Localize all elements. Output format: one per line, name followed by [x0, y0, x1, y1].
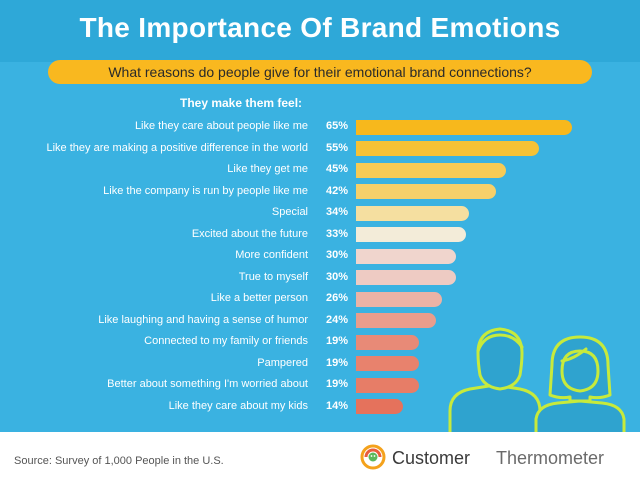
bar — [356, 184, 496, 199]
people-illustration — [448, 327, 626, 432]
brand-name-part1: Customer — [392, 448, 471, 468]
bar-label: Pampered — [257, 356, 308, 369]
bar-value-label: 14% — [326, 399, 349, 412]
bar — [356, 313, 436, 328]
bar-label: True to myself — [238, 270, 308, 283]
bar — [356, 162, 506, 178]
bar — [356, 270, 456, 285]
bar — [356, 377, 420, 393]
brand-logo: Customer Thermometer — [360, 444, 620, 472]
bar-value-label: 45% — [326, 163, 349, 175]
footer: Source: Survey of 1,000 People in the U.… — [0, 432, 640, 478]
bar-label: Like they get me — [227, 163, 308, 175]
bar-label: Like a better person — [210, 292, 308, 304]
bar-chart: Like they care about people like me 65% Li… — [46, 119, 572, 414]
bar-value-label: 19% — [326, 356, 349, 369]
bar-value-label: 34% — [326, 206, 349, 218]
bar-label: Special — [271, 206, 308, 218]
woman-figure — [534, 335, 626, 432]
bar — [356, 334, 420, 350]
bar — [356, 248, 456, 264]
bar-value-label: 30% — [326, 270, 349, 283]
thermometer-smile-icon — [360, 444, 386, 470]
bar — [356, 291, 443, 307]
bar-label: Like they care about my kids — [168, 399, 308, 412]
bar-label: Excited about the future — [191, 227, 308, 240]
bar-label: Connected to my family or friends — [144, 335, 308, 347]
bar-value-label: 26% — [326, 292, 349, 304]
man-figure — [448, 327, 542, 432]
bar — [356, 141, 539, 156]
bar-value-label: 19% — [326, 378, 349, 390]
brand-name-part2: Thermometer — [496, 448, 605, 468]
section-label: They make them feel: — [180, 96, 303, 110]
bar-label: Better about something I'm worried about — [107, 378, 308, 390]
bar — [356, 356, 420, 371]
bar — [356, 119, 572, 135]
bar — [356, 399, 403, 414]
bar-label: Like the company is run by people like m… — [103, 184, 308, 197]
page-title: The Importance Of Brand Emotions — [79, 12, 561, 43]
bar — [356, 227, 466, 242]
source-note: Source: Survey of 1,000 People in the U.… — [14, 455, 224, 467]
bar-value-label: 42% — [326, 184, 349, 197]
bar-value-label: 19% — [326, 335, 349, 347]
subtitle: What reasons do people give for their em… — [108, 64, 532, 80]
title-band: The Importance Of Brand Emotions — [0, 0, 640, 62]
bar-label: More confident — [235, 249, 308, 261]
bar-label: Like they care about people like me — [134, 120, 308, 132]
subtitle-ribbon: What reasons do people give for their em… — [48, 60, 592, 84]
bar-value-label: 65% — [326, 120, 349, 132]
bar — [356, 205, 469, 221]
chart-panel: The Importance Of Brand Emotions What re… — [0, 0, 640, 432]
bar-value-label: 24% — [326, 313, 349, 326]
bar-value-label: 30% — [326, 249, 349, 261]
bar-value-label: 33% — [326, 227, 349, 240]
bar-label: Like laughing and having a sense of humo… — [98, 313, 308, 326]
bar-value-label: 55% — [326, 141, 349, 154]
bar-label: Like they are making a positive differen… — [46, 141, 309, 154]
